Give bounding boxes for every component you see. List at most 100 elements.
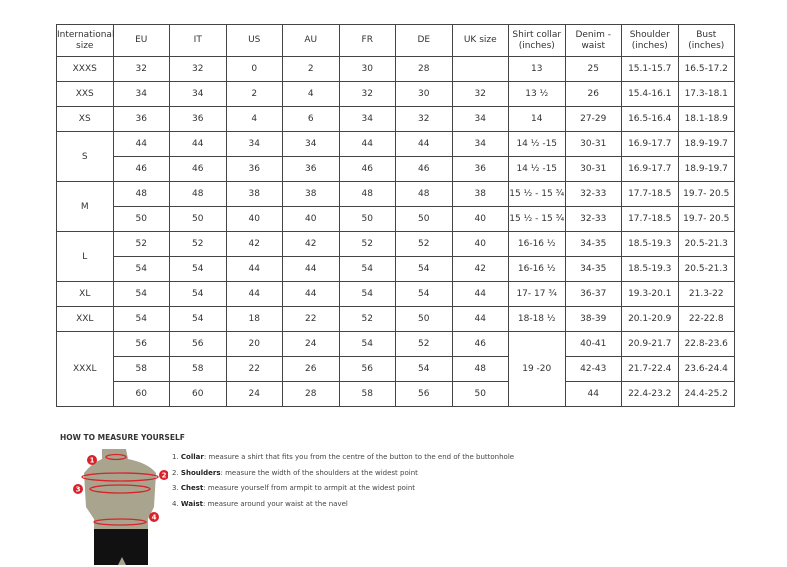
table-cell: 32	[112, 56, 170, 82]
table-cell: 48	[169, 181, 227, 207]
table-row: XS 36 36 4 6 34 32 34 14 27-29 16.5-16.4 18.1-18.9	[56, 106, 735, 132]
column-header: AU	[282, 24, 340, 57]
table-cell: 19 -20	[508, 331, 566, 407]
table-row: XL 54 54 44 44 54 54 44 17- 17 ¾ 36-37 19.3-20.1 21…	[56, 281, 735, 307]
table-cell: 42-43	[564, 356, 622, 382]
table-cell: 48	[395, 181, 453, 207]
table-cell: 50	[395, 306, 453, 332]
table-cell: 32-33	[564, 181, 622, 207]
size-label-cell: XXXL	[56, 331, 114, 407]
table-cell: 42	[451, 256, 509, 282]
table-cell: 18	[225, 306, 283, 332]
table-cell: 38	[225, 181, 283, 207]
table-cell: 34	[112, 81, 170, 107]
table-cell: 16.9-17.7	[621, 156, 679, 182]
table-cell: 21.3-22	[677, 281, 735, 307]
table-cell: 20.1-20.9	[621, 306, 679, 332]
table-cell: 42	[225, 231, 283, 257]
table-cell: 54	[169, 306, 227, 332]
table-cell: 34	[451, 131, 509, 157]
table-cell: 14	[508, 106, 566, 132]
table-cell: 34	[282, 131, 340, 157]
svg-text:2: 2	[162, 472, 167, 480]
column-header: FR	[338, 24, 396, 57]
table-cell: 54	[395, 356, 453, 382]
table-cell: 44	[225, 281, 283, 307]
size-label-cell: XXXS	[56, 56, 114, 82]
table-cell: 14 ½ -15	[508, 131, 566, 157]
table-cell: 13 ½	[508, 81, 566, 107]
size-label-cell: L	[56, 231, 114, 282]
table-cell: 28	[395, 56, 453, 82]
table-cell: 34	[169, 81, 227, 107]
table-cell: 18.1-18.9	[677, 106, 735, 132]
table-cell: 30	[395, 81, 453, 107]
table-cell: 50	[112, 206, 170, 232]
table-cell: 46	[395, 156, 453, 182]
table-cell: 18.5-19.3	[621, 256, 679, 282]
table-row: XXL 54 54 18 22 52 50 44 18-18 ½ 38-39 20.1-20.9 22…	[56, 306, 735, 332]
table-cell: 23.6-24.4	[677, 356, 735, 382]
step-shoulders: 2. Shoulders: measure the width of the s…	[172, 468, 418, 477]
table-row: 50 50 40 40 50 50 40 15 ½ - 15 ¾ 32-33 17.7-18.5 1…	[57, 206, 735, 232]
size-label-cell: M	[56, 181, 114, 232]
svg-text:4: 4	[152, 514, 157, 522]
header-row: International size EU IT US AU FR DE UK size Shi…	[56, 24, 735, 57]
table-cell: 2	[282, 56, 340, 82]
torso-measurement-illustration: 1 2 3 4	[73, 449, 168, 565]
table-cell: 28	[282, 381, 340, 407]
table-cell: 44	[282, 256, 340, 282]
table-cell: 44	[451, 306, 509, 332]
table-cell: 44	[395, 131, 453, 157]
table-cell: 24	[225, 381, 283, 407]
table-cell: 36	[282, 156, 340, 182]
table-cell: 60	[112, 381, 170, 407]
table-cell: 21.7-22.4	[621, 356, 679, 382]
table-cell: 32	[451, 81, 509, 107]
table-cell: 25	[564, 56, 622, 82]
table-cell: 17.7-18.5	[621, 206, 679, 232]
table-cell: 54	[338, 256, 396, 282]
table-cell: 24.4-25.2	[677, 381, 735, 407]
table-cell: 18.9-19.7	[677, 156, 735, 182]
table-cell: 26	[564, 81, 622, 107]
table-cell: 40	[451, 206, 509, 232]
table-cell: 19.7- 20.5	[677, 206, 735, 232]
column-header: EU	[112, 24, 170, 57]
table-row: 58 58 22 26 56 54 48 42-43 21.7-22.4 23.6-24.4	[57, 356, 735, 382]
table-cell: 22	[282, 306, 340, 332]
table-cell: 20.5-21.3	[677, 256, 735, 282]
how-to-measure-title: HOW TO MEASURE YOURSELF	[60, 433, 185, 442]
table-cell: 54	[395, 256, 453, 282]
marker-4-icon	[149, 512, 159, 522]
marker-2-icon	[159, 470, 168, 480]
column-header: Denim - waist	[564, 24, 622, 57]
table-cell: 54	[338, 281, 396, 307]
table-cell: 18.9-19.7	[677, 131, 735, 157]
column-header: US	[225, 24, 283, 57]
table-cell: 52	[169, 231, 227, 257]
pants-icon	[94, 529, 148, 565]
table-cell: 6	[282, 106, 340, 132]
table-cell: 52	[338, 306, 396, 332]
table-cell: 16.5-17.2	[677, 56, 735, 82]
table-cell: 32	[169, 56, 227, 82]
table-cell: 14 ½ -15	[508, 156, 566, 182]
table-cell: 27-29	[564, 106, 622, 132]
table-cell: 52	[338, 231, 396, 257]
table-row: 46 46 36 36 46 46 36 14 ½ -15 30-31 16.9-17.7 18.9…	[57, 156, 735, 182]
table-cell: 40-41	[564, 331, 622, 357]
table-cell: 19.7- 20.5	[677, 181, 735, 207]
table-cell: 17.3-18.1	[677, 81, 735, 107]
table-cell: 17.7-18.5	[621, 181, 679, 207]
table-cell: 46	[169, 156, 227, 182]
table-cell: 44	[282, 281, 340, 307]
table-cell: 32-33	[564, 206, 622, 232]
column-header: Shoulder (inches)	[621, 24, 679, 57]
table-cell: 2	[225, 81, 283, 107]
column-header: DE	[395, 24, 453, 57]
table-cell: 20	[225, 331, 283, 357]
table-cell: 54	[169, 281, 227, 307]
table-cell: 54	[169, 256, 227, 282]
table-cell: 22-22.8	[677, 306, 735, 332]
